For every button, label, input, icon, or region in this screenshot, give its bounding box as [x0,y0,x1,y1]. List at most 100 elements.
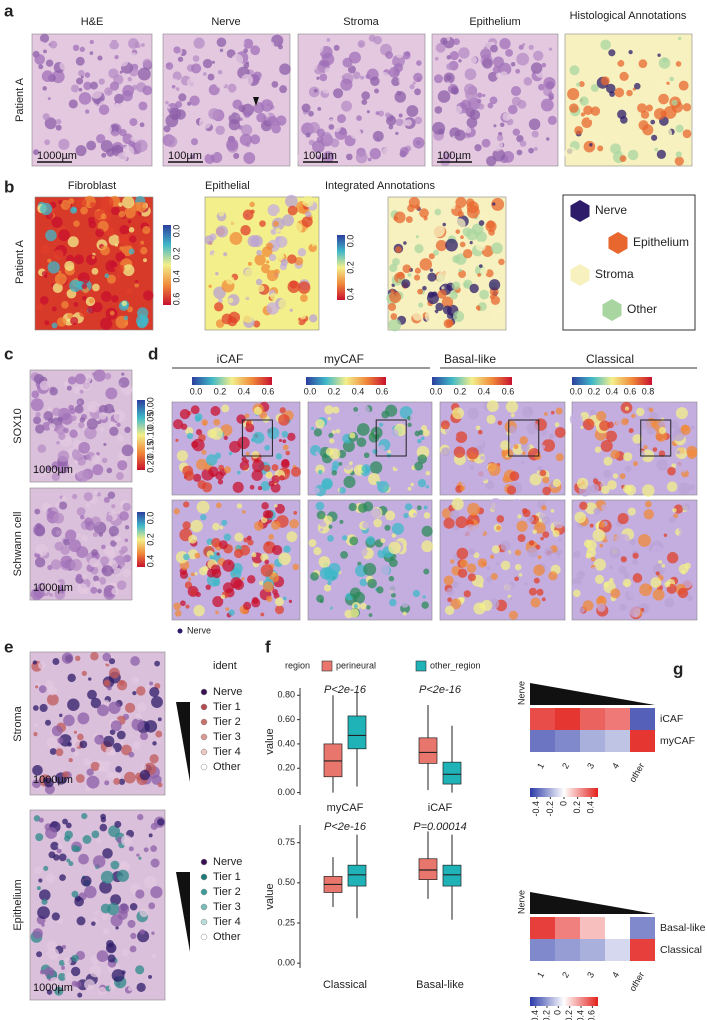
tissue-spot [414,204,421,210]
tissue-spot [388,302,397,312]
tissue-spot [418,302,424,308]
tissue-spot [451,497,464,511]
tissue-spot [66,858,71,863]
tissue-spot [276,115,287,126]
tissue-spot [119,511,129,521]
tissue-spot [179,570,188,579]
y-tick-label: 0.75 [277,837,295,847]
tissue-spot [308,539,317,547]
tissue-spot [98,104,110,115]
tissue-spot [103,735,115,748]
tissue-spot [43,411,54,421]
tissue-spot [109,310,115,316]
tissue-spot [57,450,70,462]
tissue-spot [239,287,244,292]
tissue-spot [52,282,63,293]
tissue-spot [179,408,190,420]
tissue-spot [406,105,419,117]
tissue-spot [75,773,85,783]
tissue-spot [149,681,154,686]
tissue-spot [621,418,629,426]
tissue-spot [632,461,639,467]
tissue-spot [251,597,259,604]
tissue-spot [423,505,428,510]
tissue-spot [257,284,265,293]
tissue-spot [96,838,102,844]
tissue-spot [485,269,494,278]
tissue-spot [609,547,621,559]
tissue-spot [297,281,311,294]
tissue-spot [106,685,112,691]
row-label: Schwann cell [12,512,24,577]
tissue-spot [603,402,612,411]
tissue-spot [134,283,139,288]
colorbar-label: -0.2 [541,1010,551,1020]
tissue-spot [401,279,411,289]
column-label: 3 [585,761,596,770]
tissue-spot [154,660,160,667]
tissue-spot [435,302,444,312]
tissue-spot [477,534,485,543]
tissue-spot [658,421,665,428]
tissue-spot [471,435,484,447]
tissue-spot [592,529,606,542]
tissue-spot [542,438,556,452]
tissue-spot [46,737,58,749]
y-tick-label: 0.40 [277,738,295,748]
tissue-spot [106,939,114,948]
tissue-spot [385,51,394,59]
tissue-spot [446,587,455,596]
tissue-spot [403,241,407,245]
tissue-spot [210,427,223,440]
tissue-spot [42,421,52,431]
panel-letter: c [4,344,13,363]
tissue-spot [266,260,270,264]
tissue-spot [59,874,66,882]
heatmap-cell [555,939,580,961]
tissue-spot [55,529,62,536]
tissue-spot [127,986,133,992]
tissue-spot [528,540,535,546]
tissue-spot [564,146,578,160]
tissue-spot [173,508,180,515]
tissue-spot [278,438,283,442]
tissue-spot [35,685,39,689]
colorbar-label: 0.20 [145,455,155,473]
tissue-spot [632,552,639,559]
tissue-spot [124,426,131,433]
tissue-spot [396,90,400,94]
tissue-spot [121,949,130,957]
tissue-spot [675,151,682,158]
tissue-spot [468,46,473,51]
tissue-spot [670,420,679,430]
tissue-spot [528,94,533,99]
tissue-spot [518,44,524,50]
tissue-spot [417,439,422,444]
colorbar-label: 0.4 [606,386,619,396]
tissue-spot [128,235,137,243]
tissue-spot [379,71,390,82]
tissue-spot [516,520,528,532]
tissue-spot [119,740,125,745]
tissue-spot [412,310,423,321]
tissue-spot [243,110,251,118]
tissue-spot [466,117,478,128]
tissue-spot [528,147,535,154]
tissue-spot [99,823,108,832]
tissue-spot [388,541,401,555]
tissue-spot [321,52,335,66]
tissue-spot [346,566,350,571]
tissue-spot [47,261,60,274]
tissue-spot [316,136,324,144]
tissue-spot [330,138,340,148]
tissue-spot [468,548,476,556]
tissue-spot [583,140,596,153]
tissue-spot [434,56,439,61]
tissue-spot [116,422,121,427]
tissue-spot [239,133,252,146]
tissue-spot [92,855,106,868]
tissue-spot [46,989,53,995]
tissue-spot [91,921,96,926]
tissue-spot [55,748,64,757]
tissue-spot [232,99,243,110]
